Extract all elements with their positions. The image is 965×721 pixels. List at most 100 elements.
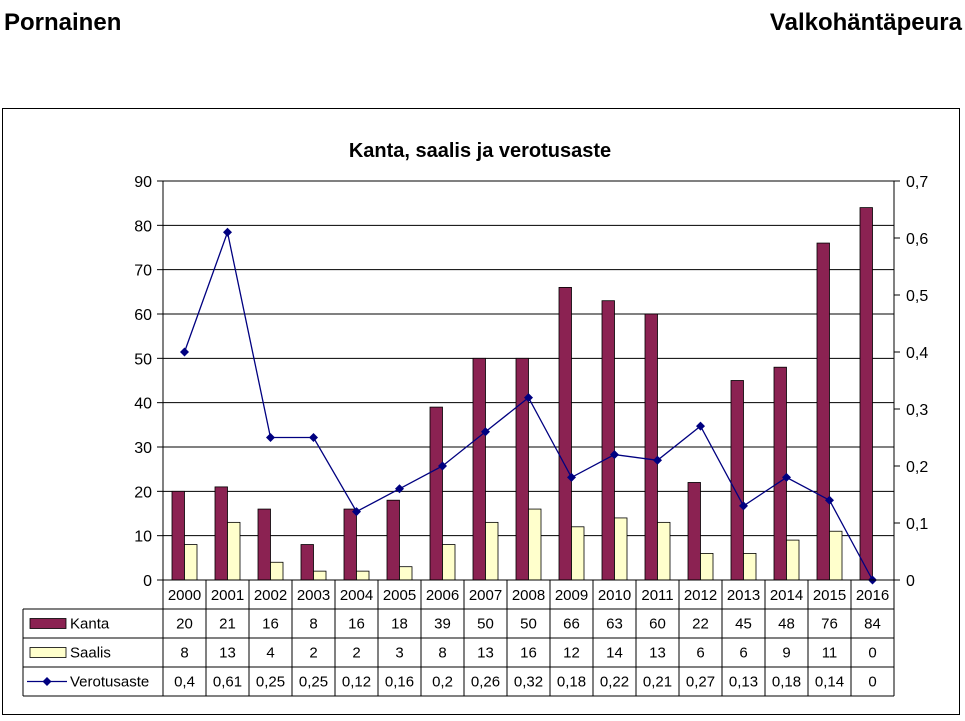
chart-frame	[2, 108, 960, 715]
table-cell-verotusaste: 0,12	[342, 674, 371, 691]
table-cell-saalis: 0	[868, 645, 876, 662]
x-category-label: 2009	[555, 587, 588, 604]
bar-saalis	[657, 521, 671, 581]
x-category-label: 2011	[641, 587, 673, 604]
table-cell-verotusaste: 0,4	[174, 674, 195, 691]
x-category-label: 2000	[168, 587, 201, 604]
bar-kanta	[687, 482, 701, 581]
x-category-label: 2015	[813, 587, 846, 604]
bar-saalis	[614, 517, 628, 581]
point-verotusaste	[739, 501, 748, 511]
table-cell-saalis: 9	[782, 645, 790, 662]
table-cell-saalis: 8	[438, 645, 446, 662]
bar-kanta	[343, 508, 357, 581]
x-category-label: 2005	[383, 587, 416, 604]
y-right-tick-label: 0,7	[906, 174, 928, 191]
point-verotusaste	[481, 427, 490, 437]
table-cell-verotusaste: 0,26	[471, 674, 500, 691]
bar-kanta	[816, 242, 830, 581]
y-right-tick-label: 0,4	[906, 345, 928, 362]
table-cell-saalis: 14	[606, 645, 623, 662]
point-verotusaste	[653, 455, 662, 465]
table-cell-kanta: 48	[778, 616, 795, 633]
point-verotusaste	[524, 393, 533, 403]
table-cell-kanta: 45	[735, 616, 752, 633]
x-category-label: 2006	[426, 587, 459, 604]
point-verotusaste	[266, 433, 275, 442]
table-cell-kanta: 84	[864, 616, 881, 633]
table-cell-kanta: 16	[262, 616, 279, 633]
y-left-tick-label: 0	[143, 573, 152, 590]
bar-saalis	[829, 530, 843, 581]
legend-label-kanta: Kanta	[70, 616, 110, 633]
table-cell-saalis: 11	[822, 645, 838, 662]
bar-kanta	[773, 366, 787, 581]
y-right-tick-label: 0,1	[906, 516, 928, 533]
table-cell-verotusaste: 0,21	[643, 674, 672, 691]
table-cell-saalis: 13	[477, 645, 494, 662]
legend-key-saalis	[29, 647, 67, 658]
x-category-label: 2012	[684, 587, 717, 604]
bar-kanta	[171, 490, 185, 581]
point-verotusaste	[696, 421, 705, 431]
x-category-label: 2002	[254, 587, 287, 604]
table-cell-saalis: 12	[563, 645, 580, 662]
bar-saalis	[743, 553, 757, 581]
legend-key-kanta	[29, 618, 67, 629]
table-cell-verotusaste: 0,2	[432, 674, 453, 691]
bar-kanta	[214, 486, 228, 581]
x-category-label: 2007	[469, 587, 502, 604]
y-left-tick-label: 20	[134, 484, 152, 501]
y-left-tick-label: 10	[134, 529, 152, 546]
x-category-label: 2013	[727, 587, 760, 604]
table-cell-verotusaste: 0,27	[686, 674, 715, 691]
x-category-label: 2010	[598, 587, 631, 604]
bar-kanta	[859, 207, 873, 581]
point-verotusaste	[180, 347, 189, 357]
bar-saalis	[399, 566, 413, 581]
point-verotusaste	[825, 495, 834, 505]
table-cell-kanta: 50	[520, 616, 537, 633]
table-cell-kanta: 76	[821, 616, 838, 633]
bar-saalis	[571, 526, 585, 581]
table-cell-saalis: 2	[352, 645, 360, 662]
table-cell-saalis: 4	[266, 645, 274, 662]
table-cell-saalis: 6	[739, 645, 747, 662]
point-verotusaste	[395, 484, 404, 494]
table-cell-verotusaste: 0,25	[299, 674, 328, 691]
table-cell-verotusaste: 0	[868, 674, 876, 691]
y-left-tick-label: 40	[134, 396, 152, 413]
y-right-tick-label: 0,6	[906, 231, 928, 248]
table-cell-kanta: 39	[434, 616, 451, 633]
table-cell-verotusaste: 0,22	[600, 674, 629, 691]
y-left-tick-label: 60	[134, 307, 152, 324]
bar-kanta	[601, 300, 615, 581]
chart-title: Kanta, saalis ja verotusaste	[349, 140, 611, 162]
table-cell-kanta: 66	[563, 616, 580, 633]
table-cell-verotusaste: 0,32	[514, 674, 543, 691]
bar-saalis	[528, 508, 542, 581]
bar-saalis	[700, 553, 714, 581]
bar-saalis	[313, 570, 327, 581]
bar-kanta	[429, 406, 443, 581]
table-cell-verotusaste: 0,61	[213, 674, 242, 691]
table-cell-saalis: 8	[180, 645, 188, 662]
x-category-label: 2008	[512, 587, 545, 604]
point-verotusaste	[309, 433, 318, 442]
bar-kanta	[558, 286, 572, 581]
bar-saalis	[485, 521, 499, 581]
legend-label-saalis: Saalis	[70, 645, 111, 662]
bar-kanta	[257, 508, 271, 581]
legend-key-marker-verotusaste	[42, 677, 52, 686]
bar-saalis	[786, 539, 800, 581]
bar-saalis	[184, 544, 198, 581]
legend-label-verotusaste: Verotusaste	[70, 674, 149, 691]
table-cell-saalis: 13	[219, 645, 236, 662]
bar-saalis	[442, 544, 456, 581]
table-cell-verotusaste: 0,25	[256, 674, 285, 691]
x-category-label: 2003	[297, 587, 330, 604]
table-cell-verotusaste: 0,16	[385, 674, 414, 691]
point-verotusaste	[438, 461, 447, 471]
table-cell-kanta: 18	[391, 616, 408, 633]
